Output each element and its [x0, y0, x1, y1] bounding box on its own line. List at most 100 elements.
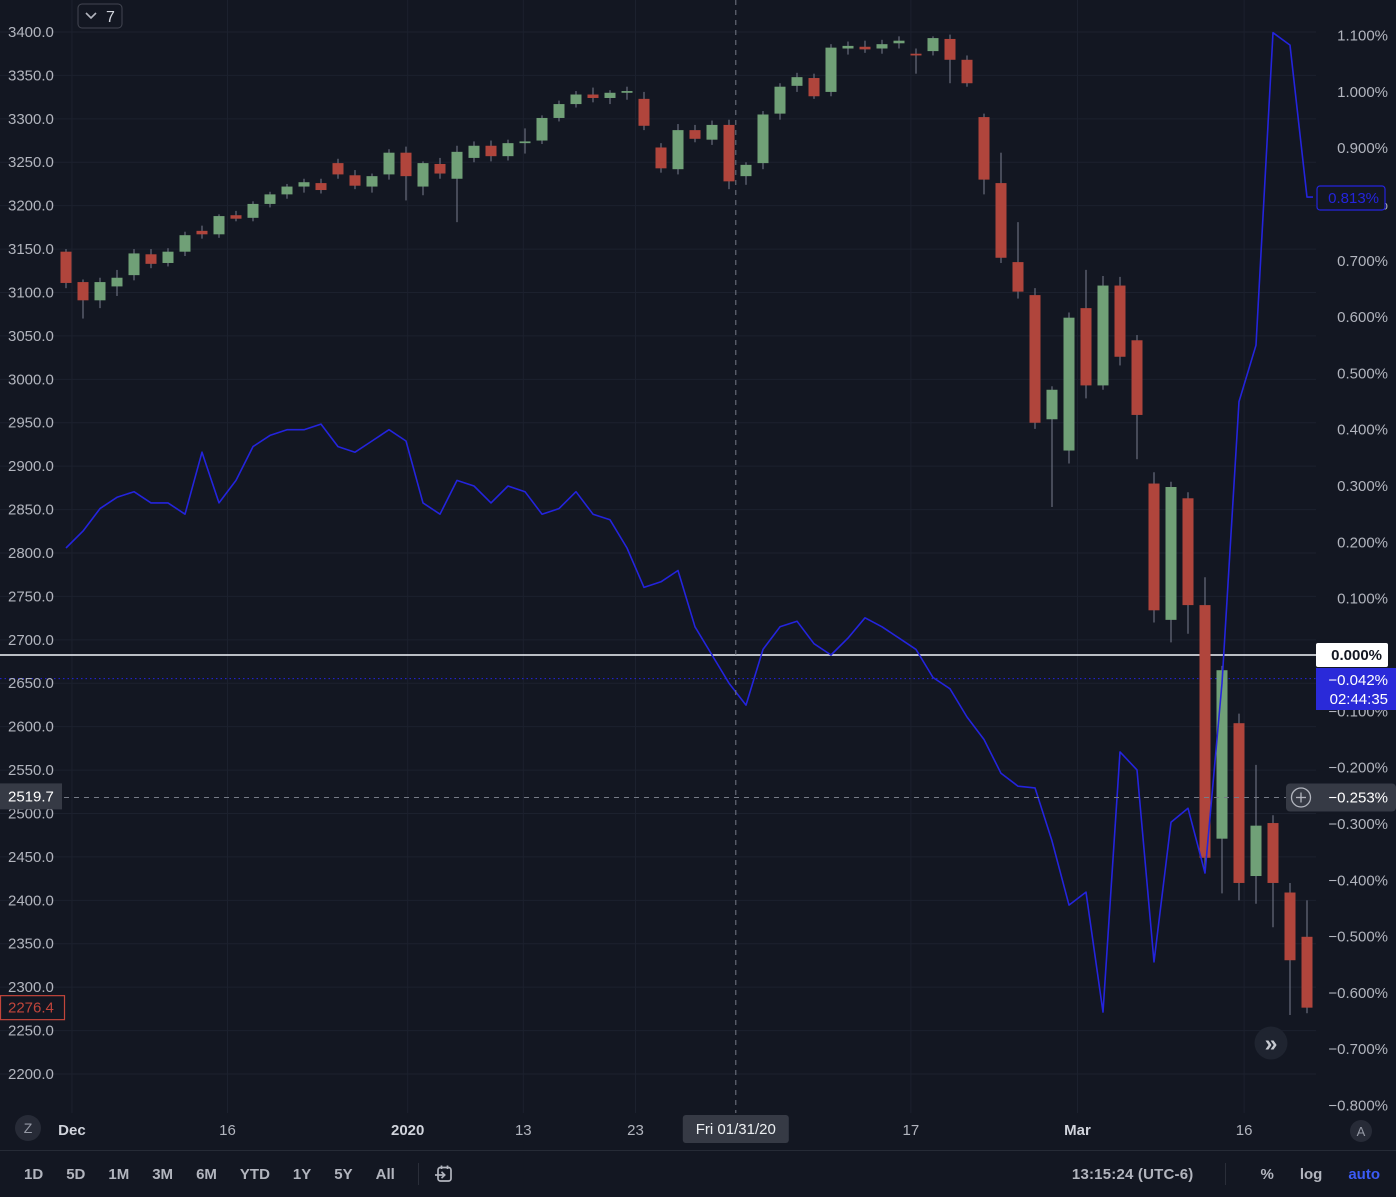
percent-axis-label[interactable]: −0.300%	[1328, 816, 1388, 833]
price-axis-label[interactable]: 3000.0	[8, 371, 54, 388]
percent-axis-label[interactable]: −0.800%	[1328, 1098, 1388, 1115]
range-button-ytd[interactable]: YTD	[230, 1161, 280, 1188]
range-button-1m[interactable]: 1M	[98, 1161, 139, 1188]
candle-body-down	[655, 147, 667, 169]
range-button-5d[interactable]: 5D	[56, 1161, 95, 1188]
candle-body-up	[842, 45, 854, 49]
price-axis-label[interactable]: 3050.0	[8, 328, 54, 345]
price-axis-label[interactable]: 2500.0	[8, 805, 54, 822]
price-axis-label[interactable]: 3400.0	[8, 24, 54, 41]
range-button-1y[interactable]: 1Y	[283, 1161, 321, 1188]
candle-body-down	[638, 98, 650, 126]
percent-axis-label[interactable]: 1.100%	[1337, 27, 1388, 44]
percent-axis-label[interactable]: 0.400%	[1337, 422, 1388, 439]
candle-body-up	[927, 38, 939, 52]
percent-axis-label[interactable]: 0.600%	[1337, 309, 1388, 326]
percent-axis-label[interactable]: −0.700%	[1328, 1041, 1388, 1058]
time-axis-label[interactable]: 2020	[391, 1122, 424, 1139]
percent-axis-label[interactable]: −0.400%	[1328, 872, 1388, 889]
range-button-3m[interactable]: 3M	[142, 1161, 183, 1188]
left-corner-badge-label: Z	[24, 1120, 33, 1136]
candle-body-down	[1182, 498, 1194, 606]
percent-axis-label[interactable]: −0.200%	[1328, 760, 1388, 777]
candle-body-down	[77, 282, 89, 301]
percent-axis-label[interactable]: 1.000%	[1337, 84, 1388, 101]
candle-body-up	[502, 143, 514, 157]
candle-body-down	[723, 124, 735, 182]
add-alert-plus-icon[interactable]	[1290, 787, 1312, 808]
price-axis-label[interactable]: 3350.0	[8, 67, 54, 84]
interval-dropdown-button[interactable]	[77, 3, 123, 29]
go-to-date-button[interactable]	[429, 1161, 459, 1187]
candle-body-down	[196, 230, 208, 235]
percent-axis-label[interactable]: 0.200%	[1337, 534, 1388, 551]
percent-axis-label[interactable]: 0.100%	[1337, 591, 1388, 608]
percent-scale-button[interactable]: %	[1258, 1162, 1275, 1187]
candle-body-up	[1097, 285, 1109, 386]
candle-body-up	[740, 164, 752, 177]
candle-body-down	[349, 175, 361, 186]
price-axis-label[interactable]: 2700.0	[8, 632, 54, 649]
price-axis-label[interactable]: 3100.0	[8, 284, 54, 301]
price-axis-label[interactable]: 2300.0	[8, 979, 54, 996]
percent-axis-label[interactable]: −0.500%	[1328, 929, 1388, 946]
candle-body-down	[145, 254, 157, 264]
candle-body-down	[1114, 285, 1126, 357]
price-axis-label[interactable]: 2650.0	[8, 675, 54, 692]
time-axis-label[interactable]: Mar	[1064, 1122, 1091, 1139]
price-axis-label[interactable]: 2200.0	[8, 1066, 54, 1083]
price-axis-label[interactable]: 3250.0	[8, 154, 54, 171]
candle-body-down	[978, 117, 990, 180]
clock-timezone[interactable]: 13:15:24 (UTC-6)	[1071, 1165, 1194, 1183]
price-axis-label[interactable]: 2750.0	[8, 588, 54, 605]
bottom-toolbar: 1D 5D 1M 3M 6M YTD 1Y 5Y All 13:15:24 (UTC-6) % …	[0, 1150, 1396, 1197]
toolbar-left-group: 1D 5D 1M 3M 6M YTD 1Y 5Y All	[0, 1161, 459, 1188]
price-axis-label[interactable]: 2900.0	[8, 458, 54, 475]
candle-body-up	[825, 47, 837, 92]
candle-body-down	[1012, 262, 1024, 292]
price-axis-label[interactable]: 2550.0	[8, 762, 54, 779]
price-axis-label[interactable]: 2850.0	[8, 502, 54, 519]
candle-body-down	[944, 38, 956, 60]
time-axis-label[interactable]: 13	[515, 1122, 532, 1139]
pane-collapse-button[interactable]	[1254, 1026, 1288, 1060]
price-axis-label[interactable]: 2450.0	[8, 849, 54, 866]
percent-axis-label[interactable]: 0.300%	[1337, 478, 1388, 495]
price-axis-label[interactable]: 3300.0	[8, 111, 54, 128]
candle-body-up	[893, 40, 905, 44]
candle-body-up	[128, 253, 140, 276]
time-axis-label[interactable]: Dec	[58, 1122, 86, 1139]
candle-body-down	[961, 59, 973, 84]
candle-body-up	[213, 216, 225, 235]
price-axis-label[interactable]: 2600.0	[8, 719, 54, 736]
candle-body-down	[910, 53, 922, 56]
price-axis-label[interactable]: 3150.0	[8, 241, 54, 258]
price-axis-label[interactable]: 2250.0	[8, 1023, 54, 1040]
chevron-down-icon	[85, 12, 97, 20]
range-button-6m[interactable]: 6M	[186, 1161, 227, 1188]
auto-scale-button[interactable]: auto	[1346, 1162, 1382, 1187]
percent-axis-label[interactable]: 0.700%	[1337, 253, 1388, 270]
price-axis-label[interactable]: 3200.0	[8, 198, 54, 215]
log-scale-button[interactable]: log	[1298, 1162, 1325, 1187]
chart-canvas[interactable]: 3400.0 3350.0 3300.0 3250.0 3200.0 3150.0 3100…	[0, 0, 1396, 1150]
percent-axis-label[interactable]: 0.900%	[1337, 140, 1388, 157]
percent-axis-label[interactable]: 0.500%	[1337, 365, 1388, 382]
range-button-1d[interactable]: 1D	[14, 1161, 53, 1188]
range-button-5y[interactable]: 5Y	[324, 1161, 362, 1188]
time-axis-label[interactable]: 23	[627, 1122, 644, 1139]
time-axis-label[interactable]: 16	[219, 1122, 236, 1139]
time-axis-label[interactable]: 17	[903, 1122, 920, 1139]
price-axis-label[interactable]: 2950.0	[8, 415, 54, 432]
price-axis-label[interactable]: 2350.0	[8, 936, 54, 953]
candle-body-up	[94, 282, 106, 301]
toolbar-divider	[417, 1163, 419, 1185]
candle-body-up	[247, 203, 259, 218]
range-button-all[interactable]: All	[366, 1161, 405, 1188]
go-to-date-icon	[434, 1165, 452, 1182]
price-axis-label[interactable]: 2400.0	[8, 892, 54, 909]
candle-body-up	[383, 152, 395, 175]
time-axis-label[interactable]: 16	[1236, 1122, 1253, 1139]
price-axis-label[interactable]: 2800.0	[8, 545, 54, 562]
percent-axis-label[interactable]: −0.600%	[1328, 985, 1388, 1002]
